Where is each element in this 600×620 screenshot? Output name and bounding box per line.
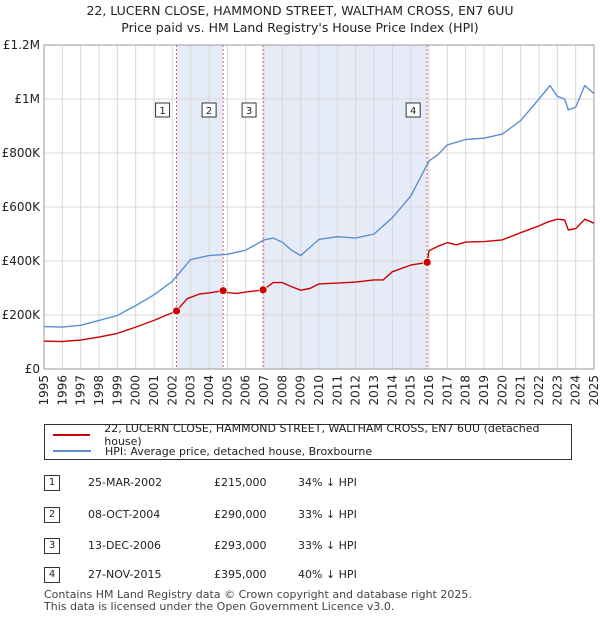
- sale-number-badge: 1: [44, 475, 60, 491]
- x-tick-label: 2010: [312, 375, 326, 406]
- x-tick-label: 2007: [257, 375, 271, 406]
- sale-number-badge: 4: [44, 567, 60, 583]
- y-tick-label: £800K: [2, 146, 42, 160]
- x-tick-label: 2002: [165, 375, 179, 406]
- y-tick-label: £600K: [2, 200, 42, 214]
- y-tick-label: £1.2M: [3, 38, 40, 52]
- sale-price: £395,000: [214, 568, 267, 581]
- x-tick-label: 2018: [459, 375, 473, 406]
- sale-number-badge: 2: [44, 507, 60, 523]
- sale-label-number: 1: [159, 106, 165, 117]
- x-tick-label: 1997: [74, 375, 88, 406]
- footer-copyright: Contains HM Land Registry data © Crown c…: [44, 588, 472, 601]
- legend-swatch-hpi: [53, 450, 91, 452]
- x-tick-label: 1995: [37, 375, 51, 406]
- y-tick-label: £400K: [2, 254, 42, 268]
- sale-hpi-diff: 34% ↓ HPI: [298, 476, 357, 489]
- x-tick-label: 1998: [92, 375, 106, 406]
- x-tick-label: 2011: [330, 375, 344, 406]
- sale-price: £293,000: [214, 539, 267, 552]
- x-tick-label: 2021: [514, 375, 528, 406]
- x-tick-label: 2005: [220, 375, 234, 406]
- sale-hpi-diff: 33% ↓ HPI: [298, 539, 357, 552]
- plot-frame: [43, 44, 595, 370]
- sale-label-number: 3: [246, 106, 252, 117]
- sale-point: [422, 257, 432, 267]
- series-line-hpi: [43, 84, 595, 328]
- x-tick-label: 2009: [294, 375, 308, 406]
- sale-number-badge: 3: [44, 538, 60, 554]
- x-tick-label: 2023: [550, 375, 564, 406]
- sale-price: £215,000: [214, 476, 267, 489]
- x-tick-label: 2025: [587, 375, 600, 406]
- x-tick-label: 2015: [404, 375, 418, 406]
- legend-label-hpi: HPI: Average price, detached house, Brox…: [105, 444, 373, 458]
- sale-price: £290,000: [214, 508, 267, 521]
- price-chart: £0 £200K £400K £600K £800K £1M £1.2M 1995 1996 19…: [2, 38, 600, 406]
- sale-date: 08-OCT-2004: [88, 508, 161, 521]
- sale-hpi-diff: 40% ↓ HPI: [298, 568, 357, 581]
- sale-label-box: [405, 102, 421, 118]
- sale-point: [218, 286, 228, 296]
- legend-item-hpi: HPI: Average price, detached house, Brox…: [53, 443, 372, 459]
- x-tick-label: 2014: [385, 375, 399, 406]
- sale-hpi-diff: 33% ↓ HPI: [298, 508, 357, 521]
- legend-swatch-property: [53, 434, 91, 436]
- sale-date: 13-DEC-2006: [88, 539, 162, 552]
- y-tick-label: £200K: [2, 308, 42, 322]
- x-tick-label: 2000: [129, 375, 143, 406]
- legend-item-property: 22, LUCERN CLOSE, HAMMOND STREET, WALTHA…: [53, 422, 571, 448]
- x-tick-label: 2024: [569, 375, 583, 406]
- x-tick-label: 2022: [532, 375, 546, 406]
- x-tick-label: 2013: [367, 375, 381, 406]
- y-tick-label: £1M: [14, 92, 40, 106]
- sale-point: [172, 306, 181, 316]
- footer: Contains HM Land Registry data © Crown c…: [44, 589, 472, 613]
- series-line-property: [43, 218, 595, 343]
- sale-label-box: [155, 102, 171, 118]
- footer-licence: This data is licensed under the Open Gov…: [44, 600, 395, 613]
- x-tick-label: 2001: [147, 375, 161, 406]
- chart-title: 22, LUCERN CLOSE, HAMMOND STREET, WALTHA…: [86, 3, 514, 18]
- x-tick-label: 2016: [422, 375, 436, 406]
- sale-point: [258, 285, 268, 295]
- sale-label-box: [241, 102, 257, 118]
- x-tick-label: 2020: [495, 375, 509, 406]
- legend: 22, LUCERN CLOSE, HAMMOND STREET, WALTHA…: [44, 422, 572, 460]
- x-tick-label: 2012: [349, 375, 363, 406]
- x-tick-label: 2008: [275, 375, 289, 406]
- sale-label-number: 2: [206, 106, 212, 117]
- sale-date: 25-MAR-2002: [88, 476, 163, 489]
- x-tick-label: 2003: [184, 375, 198, 406]
- legend-label-property: 22, LUCERN CLOSE, HAMMOND STREET, WALTHA…: [104, 422, 540, 448]
- sale-label-number: 4: [410, 106, 416, 117]
- x-tick-label: 1996: [55, 375, 69, 406]
- x-tick-label: 2019: [477, 375, 491, 406]
- x-tick-label: 1999: [110, 375, 124, 406]
- x-tick-label: 2004: [202, 375, 216, 406]
- y-tick-label: £0: [25, 362, 40, 376]
- chart-title-block: 22, LUCERN CLOSE, HAMMOND STREET, WALTHA…: [0, 2, 600, 36]
- sale-date: 27-NOV-2015: [88, 568, 162, 581]
- chart-subtitle: Price paid vs. HM Land Registry's House …: [121, 20, 479, 35]
- x-tick-label: 2017: [440, 375, 454, 406]
- sale-label-box: [201, 102, 217, 118]
- x-tick-label: 2006: [239, 375, 253, 406]
